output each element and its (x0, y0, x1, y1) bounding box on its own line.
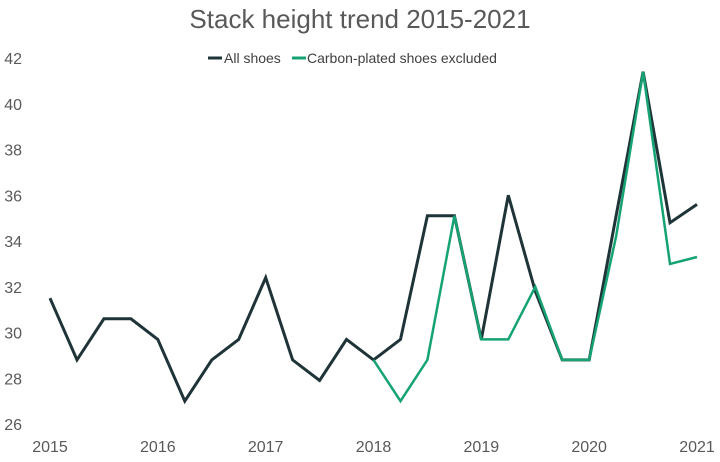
y-tick-label: 30 (4, 326, 22, 343)
y-tick-label: 32 (4, 280, 22, 297)
y-tick-label: 36 (4, 188, 22, 205)
x-tick-label: 2020 (571, 439, 607, 456)
legend-label-all-shoes: All shoes (224, 50, 281, 66)
legend: All shoes Carbon-plated shoes excluded (208, 50, 497, 66)
y-tick-label: 26 (4, 417, 22, 434)
series-layer (48, 71, 698, 405)
x-tick-label: 2016 (140, 439, 176, 456)
x-tick-label: 2019 (464, 439, 500, 456)
x-tick-label: 2015 (32, 439, 68, 456)
chart-title: Stack height trend 2015-2021 (189, 4, 530, 34)
x-tick-label: 2017 (248, 439, 284, 456)
x-axis: 2015 2016 2017 2018 2019 2020 2021 (32, 439, 715, 456)
legend-item-all-shoes: All shoes (208, 50, 281, 66)
y-tick-label: 38 (4, 143, 22, 160)
y-tick-label: 42 (4, 51, 22, 68)
x-tick-label: 2018 (356, 439, 392, 456)
legend-label-carbon-excluded: Carbon-plated shoes excluded (307, 50, 497, 66)
y-axis: 26 28 30 32 34 36 38 40 42 (4, 51, 22, 434)
y-tick-label: 28 (4, 371, 22, 388)
y-tick-label: 40 (4, 97, 22, 114)
y-tick-label: 34 (4, 234, 22, 251)
x-tick-label: 2021 (679, 439, 715, 456)
series-line-all-shoes (48, 71, 698, 405)
legend-item-carbon-excluded: Carbon-plated shoes excluded (292, 50, 497, 66)
series-line-carbon-excluded (372, 71, 698, 404)
